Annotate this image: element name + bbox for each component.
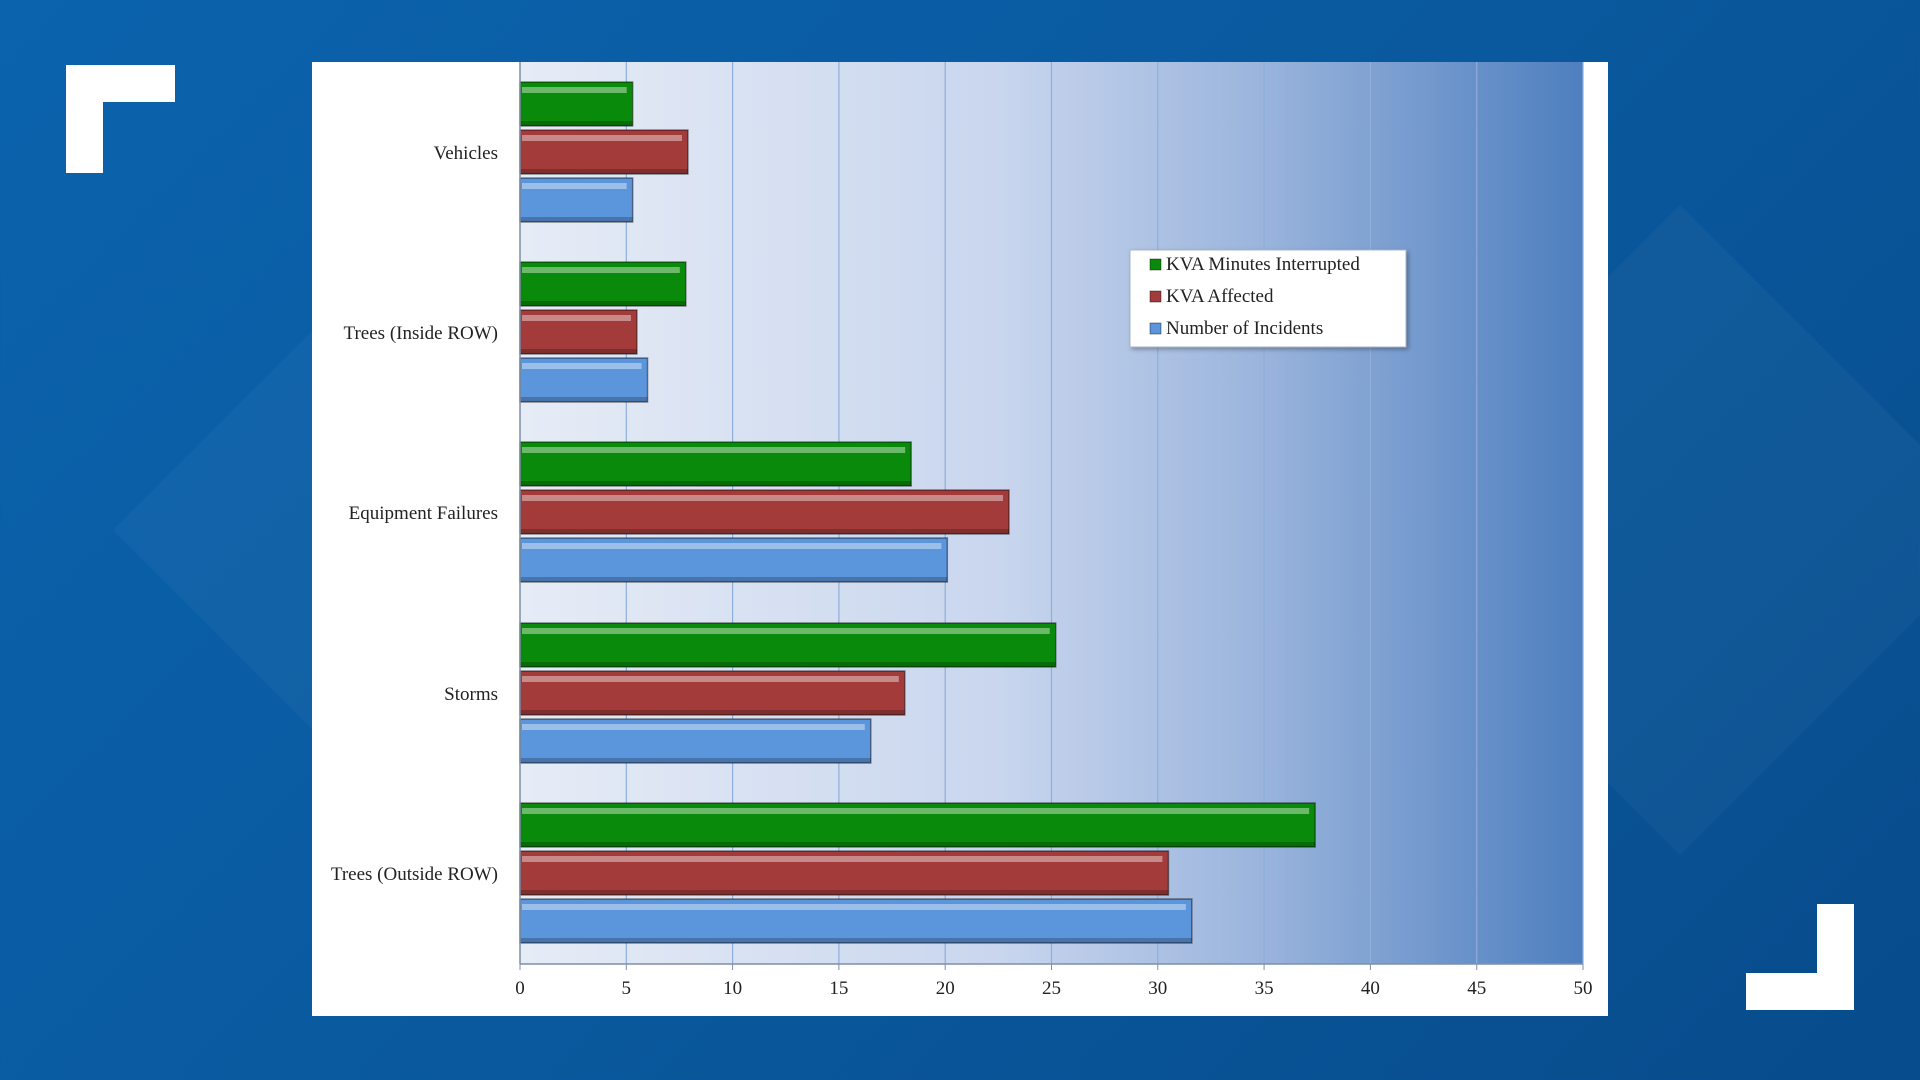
bar-highlight: [522, 904, 1186, 910]
bar-shadow: [520, 758, 871, 763]
bar-body: [519, 670, 906, 716]
x-tick-label: 5: [622, 978, 632, 999]
bar-shadow: [520, 301, 686, 306]
bar-body: [519, 81, 634, 127]
bar-shadow: [520, 217, 633, 222]
bar-highlight: [522, 808, 1310, 814]
bar-kva-affected: [519, 489, 1010, 535]
bar-highlight: [522, 135, 682, 141]
bar-highlight: [522, 447, 906, 453]
bar-body: [519, 802, 1316, 848]
legend-label: KVA Affected: [1166, 286, 1274, 307]
x-tick-label: 50: [1574, 978, 1593, 999]
x-tick-label: 35: [1255, 978, 1274, 999]
bar-highlight: [522, 495, 1003, 501]
bar-highlight: [522, 363, 642, 369]
bar-number-of-incidents: [519, 177, 634, 223]
bar-kva-minutes-interrupted: [519, 441, 912, 487]
legend-label: KVA Minutes Interrupted: [1166, 254, 1360, 275]
bar-kva-affected: [519, 850, 1170, 896]
bar-highlight: [522, 543, 942, 549]
bar-kva-minutes-interrupted: [519, 802, 1316, 848]
x-tick-label: 0: [515, 978, 525, 999]
bar-kva-minutes-interrupted: [519, 81, 634, 127]
bar-body: [519, 261, 687, 307]
bar-body: [519, 129, 689, 175]
bar-highlight: [522, 267, 680, 273]
bar-kva-minutes-interrupted: [519, 261, 687, 307]
legend-swatch: [1149, 322, 1162, 335]
bar-highlight: [522, 87, 627, 93]
bar-number-of-incidents: [519, 357, 649, 403]
bar-number-of-incidents: [519, 718, 872, 764]
x-tick-label: 25: [1042, 978, 1061, 999]
bar-body: [519, 489, 1010, 535]
x-tick-label: 15: [829, 978, 848, 999]
bar-kva-affected: [519, 309, 638, 355]
bar-highlight: [522, 628, 1050, 634]
legend-swatch: [1149, 258, 1162, 271]
bar-shadow: [520, 397, 648, 402]
bar-body: [519, 441, 912, 487]
bar-shadow: [520, 577, 948, 582]
bar-body: [519, 898, 1193, 944]
bar-kva-minutes-interrupted: [519, 622, 1057, 668]
legend-swatch: [1149, 290, 1162, 303]
bar-shadow: [520, 121, 633, 126]
x-tick-label: 45: [1467, 978, 1486, 999]
bar-shadow: [520, 481, 912, 486]
category-label: Trees (Outside ROW): [331, 864, 498, 885]
bar-shadow: [520, 529, 1009, 534]
bar-highlight: [522, 315, 631, 321]
category-label: Trees (Inside ROW): [344, 323, 498, 344]
bar-number-of-incidents: [519, 537, 949, 583]
bar-shadow: [520, 710, 905, 715]
category-label: Storms: [444, 684, 498, 705]
bar-body: [519, 357, 649, 403]
bar-body: [519, 537, 949, 583]
bar-shadow: [520, 938, 1192, 943]
category-label: Equipment Failures: [349, 503, 498, 524]
bar-shadow: [520, 890, 1169, 895]
bar-number-of-incidents: [519, 898, 1193, 944]
category-label: Vehicles: [434, 143, 498, 164]
bar-highlight: [522, 724, 865, 730]
bar-shadow: [520, 349, 637, 354]
bar-body: [519, 850, 1170, 896]
bar-shadow: [520, 169, 688, 174]
bar-kva-affected: [519, 670, 906, 716]
x-tick-label: 20: [936, 978, 955, 999]
bar-highlight: [522, 183, 627, 189]
bar-shadow: [520, 842, 1316, 847]
x-tick-label: 40: [1361, 978, 1380, 999]
bar-body: [519, 309, 638, 355]
bar-shadow: [520, 662, 1056, 667]
bar-kva-affected: [519, 129, 689, 175]
legend-label: Number of Incidents: [1166, 318, 1323, 339]
bar-highlight: [522, 856, 1163, 862]
x-tick-label: 10: [723, 978, 742, 999]
x-tick-label: 30: [1148, 978, 1167, 999]
bar-highlight: [522, 676, 899, 682]
bar-body: [519, 177, 634, 223]
legend: KVA Minutes Interrupted KVA Affected Numbe…: [1129, 249, 1407, 348]
